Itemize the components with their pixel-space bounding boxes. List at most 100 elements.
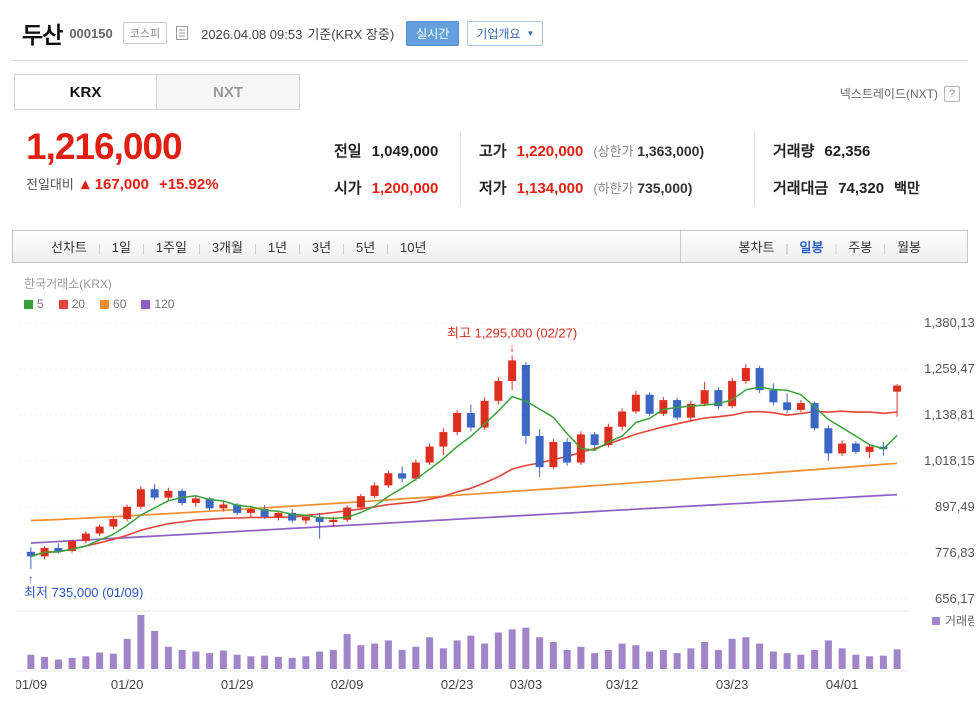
change-value: 167,000 xyxy=(94,175,149,193)
open-value: 1,200,000 xyxy=(371,180,439,197)
market-badge: 코스피 xyxy=(122,22,168,44)
toolbar-weekly[interactable]: 주봉 xyxy=(823,237,872,256)
company-overview-button[interactable]: 기업개요 ▼ xyxy=(467,20,544,46)
svg-text:01/29: 01/29 xyxy=(221,677,254,692)
ma-legend: 5 20 60 120 xyxy=(16,292,968,311)
toolbar-5year[interactable]: 5년 xyxy=(331,237,375,256)
realtime-button[interactable]: 실시간 xyxy=(406,20,460,46)
volume-label: 거래량 xyxy=(773,143,815,160)
candles xyxy=(26,355,902,569)
toolbar-10year[interactable]: 10년 xyxy=(375,237,426,256)
svg-text:1,018,156: 1,018,156 xyxy=(924,453,974,468)
exchange-label: 한국거래소(KRX) xyxy=(24,277,112,291)
svg-text:최고 1,295,000 (02/27): 최고 1,295,000 (02/27) xyxy=(447,325,577,340)
low-value: 1,134,000 xyxy=(516,180,584,197)
up-arrow-icon: ▲ xyxy=(77,175,93,193)
chart-toolbar: 선차트 1일 1주일 3개월 1년 3년 5년 10년 봉차트 일봉 주봉 월봉 xyxy=(12,230,968,263)
open-cell: 시가 1,200,000 xyxy=(334,177,460,198)
price-change-row: 전일대비 ▲ 167,000 +15.92% xyxy=(26,174,320,193)
prev-close-value: 1,049,000 xyxy=(371,143,439,160)
change-percent: +15.92% xyxy=(158,175,219,193)
chevron-down-icon: ▼ xyxy=(526,28,535,38)
ma60-label: 60 xyxy=(113,297,127,311)
toolbar-daily[interactable]: 일봉 xyxy=(774,237,824,256)
toolbar-monthly[interactable]: 월봉 xyxy=(872,237,921,256)
chart-type-group: 봉차트 일봉 주봉 월봉 xyxy=(679,231,967,262)
clipboard-icon[interactable] xyxy=(175,25,189,41)
svg-text:656,175: 656,175 xyxy=(935,591,974,606)
chart-range-group: 선차트 1일 1주일 3개월 1년 3년 5년 10년 xyxy=(13,231,680,262)
upper-limit-label: (상한가 xyxy=(593,144,634,159)
company-overview-label: 기업개요 xyxy=(476,26,521,41)
volume-bars: 거래량 xyxy=(27,614,974,669)
volume-cell: 거래량 62,356 xyxy=(773,140,966,161)
toolbar-1day[interactable]: 1일 xyxy=(87,237,131,256)
ma60-color-swatch xyxy=(100,299,110,309)
x-axis-labels: 01/09 01/20 01/29 02/09 02/23 03/03 03/12 03/23… xyxy=(16,677,858,692)
upper-limit: (상한가 1,363,000) xyxy=(593,141,704,160)
svg-text:01/20: 01/20 xyxy=(111,677,144,692)
lower-limit-value: 735,000) xyxy=(637,180,693,196)
toolbar-candle-chart[interactable]: 봉차트 xyxy=(738,240,775,255)
ma120-legend-item: 120 xyxy=(141,297,174,311)
prev-close-cell: 전일 1,049,000 xyxy=(334,140,460,161)
toolbar-1week[interactable]: 1주일 xyxy=(131,237,187,256)
price-summary-table: 전일 1,049,000 시가 1,200,000 고가 1,220,000 (… xyxy=(320,128,966,206)
toolbar-1year[interactable]: 1년 xyxy=(243,237,287,256)
svg-text:↓: ↓ xyxy=(509,340,515,354)
svg-text:02/23: 02/23 xyxy=(441,677,474,692)
price-chart[interactable]: 1,380,137 1,259,476 1,138,816 1,018,156 897,… xyxy=(16,313,974,695)
high-value: 1,220,000 xyxy=(516,143,584,160)
svg-text:03/03: 03/03 xyxy=(510,677,543,692)
question-mark-icon[interactable]: ? xyxy=(944,85,960,102)
svg-text:거래량: 거래량 xyxy=(945,614,974,628)
exchange-tabs: KRX NXT 넥스트레이드(NXT) ? xyxy=(12,74,968,110)
ma5-line xyxy=(30,386,898,558)
tab-krx[interactable]: KRX xyxy=(14,74,157,110)
svg-text:776,835: 776,835 xyxy=(935,545,974,560)
summary-col-volume: 거래량 62,356 거래대금 74,320 백만 xyxy=(754,132,966,206)
toolbar-3year[interactable]: 3년 xyxy=(287,237,331,256)
chart-section: 한국거래소(KRX) 5 20 60 120 1,380,137 1,259,47… xyxy=(12,271,974,695)
svg-text:01/09: 01/09 xyxy=(16,677,47,692)
high-cell: 고가 1,220,000 (상한가 1,363,000) xyxy=(479,140,754,161)
price-section: 1,216,000 전일대비 ▲ 167,000 +15.92% 전일 1,04… xyxy=(12,126,968,222)
svg-text:897,496: 897,496 xyxy=(935,499,974,514)
ma60-legend-item: 60 xyxy=(100,297,126,311)
amount-value: 74,320 xyxy=(838,180,885,197)
nextrade-label: 넥스트레이드(NXT) xyxy=(839,87,938,101)
prev-close-label: 전일 xyxy=(334,143,362,160)
quote-date-suffix: 기준(KRX 장중) xyxy=(307,26,395,42)
svg-text:1,259,476: 1,259,476 xyxy=(924,361,974,376)
stock-code: 000150 xyxy=(69,25,113,41)
svg-text:04/01: 04/01 xyxy=(826,677,859,692)
lower-limit-label: (하한가 xyxy=(593,181,634,196)
annotations: 최고 1,295,000 (02/27)↓ ↑최저 735,000 (01/09) xyxy=(24,325,577,599)
amount-unit: 백만 xyxy=(894,180,920,196)
summary-col-prev-open: 전일 1,049,000 시가 1,200,000 xyxy=(320,132,460,206)
ma5-color-swatch xyxy=(24,299,33,309)
ma20-legend-item: 20 xyxy=(58,297,86,311)
ma-lines xyxy=(30,410,898,558)
grid xyxy=(16,322,908,672)
ma20-label: 20 xyxy=(71,297,86,311)
svg-text:↑: ↑ xyxy=(28,572,34,586)
current-price: 1,216,000 xyxy=(26,126,183,167)
svg-text:03/12: 03/12 xyxy=(606,677,639,692)
volume-value: 62,356 xyxy=(824,143,871,160)
change-label: 전일대비 xyxy=(26,176,74,192)
toolbar-line-chart[interactable]: 선차트 xyxy=(51,240,87,255)
amount-label: 거래대금 xyxy=(773,180,829,197)
ma5-legend-item: 5 xyxy=(24,297,44,311)
svg-text:최저 735,000 (01/09): 최저 735,000 (01/09) xyxy=(24,585,143,600)
lower-limit: (하한가 735,000) xyxy=(593,178,692,197)
header-divider xyxy=(12,60,968,61)
stock-name: 두산 xyxy=(22,22,63,48)
header: 두산 000150 코스피 2026.04.08 09:53 기준(KRX 장중… xyxy=(12,10,968,60)
tab-nxt[interactable]: NXT xyxy=(157,74,300,110)
quote-datetime: 2026.04.08 09:53 기준(KRX 장중) xyxy=(201,24,394,43)
svg-text:1,380,137: 1,380,137 xyxy=(924,315,974,330)
low-cell: 저가 1,134,000 (하한가 735,000) xyxy=(479,177,754,198)
toolbar-3month[interactable]: 3개월 xyxy=(187,237,243,256)
